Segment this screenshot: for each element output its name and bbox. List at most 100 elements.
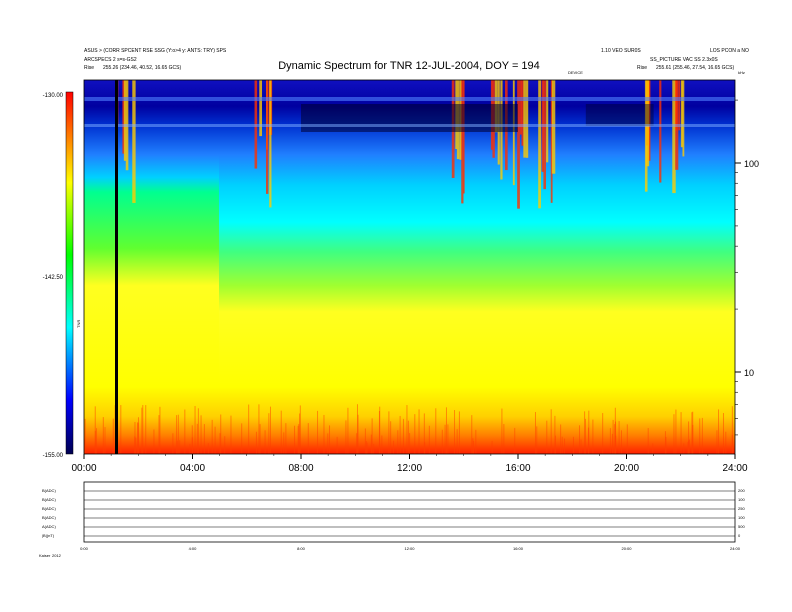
noise-streak xyxy=(718,409,720,454)
noise-streak xyxy=(176,415,178,454)
noise-streak xyxy=(207,443,209,454)
burst-streak xyxy=(678,80,681,131)
noise-streak xyxy=(390,421,392,454)
noise-streak xyxy=(307,423,309,454)
noise-streak xyxy=(687,442,689,454)
burst-streak xyxy=(512,80,515,186)
noise-streak xyxy=(184,409,186,454)
housekeeping-x-tick: 4:00 xyxy=(189,546,198,551)
housekeeping-value: 200 xyxy=(738,488,745,493)
noise-streak xyxy=(406,405,408,454)
noise-streak xyxy=(428,425,430,454)
noise-streak xyxy=(673,414,675,454)
noise-streak xyxy=(268,413,270,454)
noise-streak xyxy=(96,428,98,454)
noise-streak xyxy=(620,430,622,454)
housekeeping-x-tick: 0:00 xyxy=(80,546,89,551)
header-device-label: DEVICE xyxy=(568,70,583,75)
noise-streak xyxy=(356,404,358,454)
header-info-line1: ASUS > (CORR SPCENT RSE SSG (Y:o>4 y: AN… xyxy=(84,48,227,54)
noise-streak xyxy=(356,433,358,454)
noise-streak xyxy=(219,433,221,454)
spectrum-band-line xyxy=(84,124,735,127)
noise-streak xyxy=(176,440,178,454)
noise-streak xyxy=(197,408,199,454)
noise-streak xyxy=(688,421,690,454)
noise-streak xyxy=(423,413,425,454)
noise-streak xyxy=(203,424,205,454)
burst-streak xyxy=(672,80,676,194)
noise-streak xyxy=(241,423,243,454)
footer-left2: 2012 xyxy=(52,553,62,558)
noise-streak xyxy=(189,443,191,454)
noise-streak xyxy=(298,424,300,454)
header-rise-label-right: Rise xyxy=(637,65,647,71)
x-tick-label: 12:00 xyxy=(397,463,422,474)
noise-streak xyxy=(323,414,325,454)
noise-streak xyxy=(299,405,301,454)
noise-streak xyxy=(572,436,574,454)
housekeeping-value: 100 xyxy=(738,497,745,502)
noise-streak xyxy=(546,420,548,454)
noise-streak xyxy=(665,437,667,454)
dark-band xyxy=(585,104,654,126)
right-y-axis: 100 10 xyxy=(735,99,759,436)
noise-streak xyxy=(269,406,271,454)
noise-streak xyxy=(554,435,556,454)
noise-streak xyxy=(683,443,685,454)
noise-streak xyxy=(722,413,724,454)
noise-streak xyxy=(491,440,493,454)
header-info-right2: SS_PICTURE VAC SS 2.3x0S xyxy=(650,57,718,63)
noise-streak xyxy=(618,421,620,454)
y-axis-unit: kHz xyxy=(738,70,745,75)
noise-streak xyxy=(501,408,503,454)
noise-streak xyxy=(200,415,202,454)
noise-streak xyxy=(179,440,181,454)
burst-streak xyxy=(523,80,526,158)
noise-streak xyxy=(536,426,538,454)
noise-streak xyxy=(255,431,257,454)
noise-streak xyxy=(725,431,727,454)
noise-streak xyxy=(153,429,155,454)
dropout-line xyxy=(115,80,118,454)
housekeeping-value: 0 xyxy=(738,533,741,538)
noise-streak xyxy=(345,420,347,454)
noise-streak xyxy=(445,407,447,454)
noise-streak xyxy=(370,434,372,454)
noise-streak xyxy=(592,419,594,454)
noise-streak xyxy=(424,442,426,454)
header-rise-value-left: 255.26 (234.46, 40.52, 16.65 GCS) xyxy=(103,65,181,71)
noise-streak xyxy=(177,414,179,454)
noise-streak xyxy=(134,436,136,454)
noise-streak xyxy=(458,411,460,454)
burst-streak xyxy=(463,80,465,194)
noise-streak xyxy=(584,418,586,454)
noise-streak xyxy=(456,429,458,454)
burst-streak xyxy=(546,80,549,163)
noise-streak xyxy=(588,427,590,454)
noise-streak xyxy=(554,415,556,454)
noise-streak xyxy=(409,433,411,454)
spectrogram xyxy=(84,80,735,454)
burst-streak xyxy=(682,80,685,157)
burst-streak xyxy=(461,80,464,204)
x-tick-label: 24:00 xyxy=(722,463,747,474)
noise-streak xyxy=(214,426,216,454)
noise-streak xyxy=(402,418,404,454)
noise-streak xyxy=(172,433,174,454)
noise-streak xyxy=(731,434,733,454)
header-info-right1: 1.10 VEO SUR0S xyxy=(601,48,641,54)
header-info-right1b: LOS PCON a NO xyxy=(710,48,749,54)
noise-streak xyxy=(407,420,409,454)
housekeeping-label: |B|(nT) xyxy=(42,533,55,538)
noise-streak xyxy=(297,425,299,454)
housekeeping-x-tick: 20:00 xyxy=(621,546,632,551)
noise-streak xyxy=(84,418,86,454)
noise-streak xyxy=(414,414,416,454)
noise-streak xyxy=(454,410,456,454)
noise-streak xyxy=(503,424,505,454)
noise-streak xyxy=(473,440,475,454)
burst-streak xyxy=(269,80,272,208)
noise-streak xyxy=(689,439,691,454)
noise-streak xyxy=(211,419,213,454)
